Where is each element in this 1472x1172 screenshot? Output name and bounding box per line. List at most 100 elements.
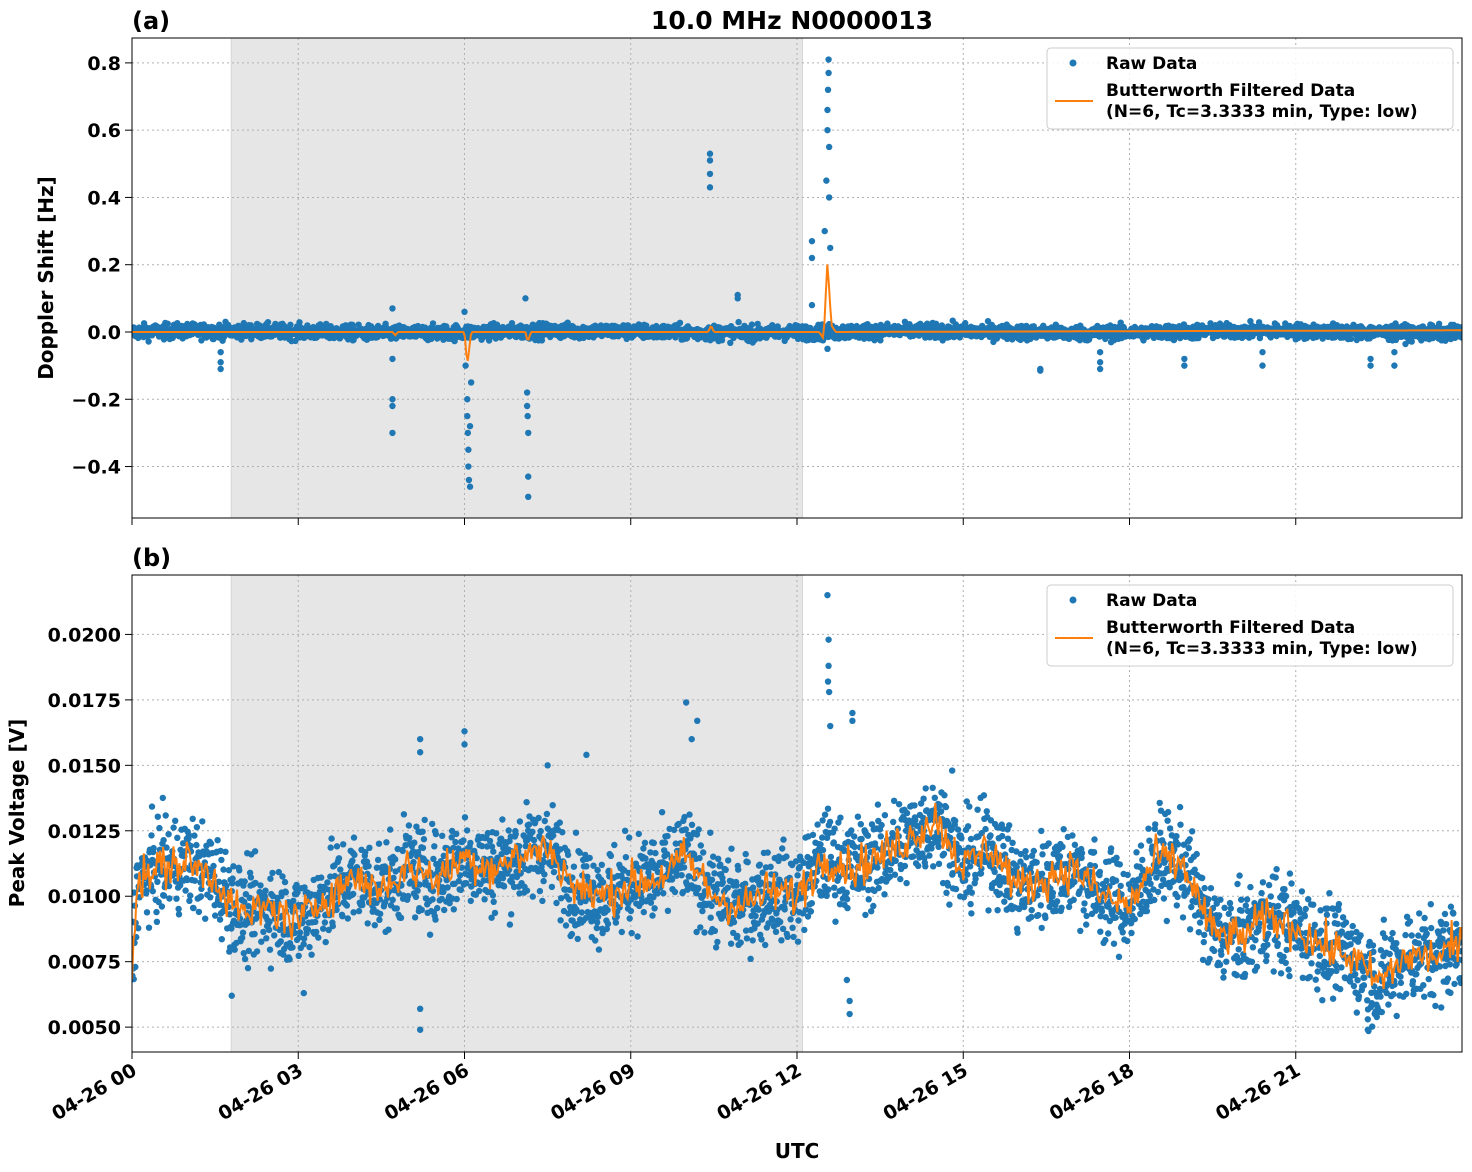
raw-data-point [557, 917, 564, 924]
raw-data-outlier [217, 365, 224, 373]
raw-data-outlier [808, 301, 816, 309]
raw-data-point [241, 878, 248, 885]
raw-data-point [329, 922, 336, 930]
raw-data-point [512, 830, 519, 838]
panel-b: (b) Peak Voltage [V] UTC 0.00500.00750.0… [5, 544, 1463, 1163]
raw-data-point [350, 909, 357, 916]
raw-data-point [350, 890, 357, 898]
raw-data-point [516, 818, 524, 825]
raw-data-outlier [1181, 355, 1188, 363]
raw-data-point [486, 837, 494, 845]
raw-data-point [707, 829, 714, 836]
raw-data-point [794, 938, 802, 945]
raw-data-point [160, 892, 168, 899]
raw-data-point [400, 811, 408, 818]
raw-data-point [651, 905, 658, 912]
legend-label-filtered-params: (N=6, Tc=3.3333 min, Type: low) [1106, 102, 1418, 122]
raw-data-point [767, 863, 774, 870]
raw-data-point [312, 918, 319, 926]
raw-data-point [699, 907, 706, 915]
raw-data-point [421, 816, 428, 824]
raw-data-point [174, 834, 181, 841]
raw-data-point [562, 922, 570, 929]
raw-data-point [404, 892, 412, 900]
raw-data-point [711, 927, 719, 935]
raw-data-point [676, 319, 684, 326]
raw-data-point [350, 834, 358, 841]
raw-data-point [779, 845, 786, 852]
raw-data-point [733, 882, 740, 889]
raw-data-point [452, 838, 459, 846]
raw-data-point [263, 935, 270, 942]
raw-data-point [734, 932, 741, 940]
raw-data-point [296, 319, 303, 326]
raw-data-point [621, 827, 629, 834]
raw-data-outlier [523, 389, 531, 396]
raw-data-point [682, 826, 689, 833]
raw-data-point [634, 933, 641, 940]
raw-data-point [500, 883, 508, 890]
raw-data-point [695, 884, 702, 892]
raw-data-outlier [1181, 362, 1188, 369]
raw-data-outlier [825, 143, 833, 151]
raw-data-point [457, 886, 465, 894]
raw-data-point [239, 929, 247, 936]
raw-data-outlier [706, 157, 714, 164]
raw-data-point [393, 905, 400, 912]
raw-data-outlier [389, 429, 396, 437]
raw-data-point [661, 839, 669, 846]
raw-data-point [308, 951, 315, 958]
raw-data-point [189, 815, 196, 822]
raw-data-outlier [706, 150, 714, 157]
y-tick-label: 0.4 [87, 187, 121, 209]
raw-data-outlier [825, 56, 832, 63]
y-tick-label: 0.0175 [48, 690, 121, 712]
legend-label-raw: Raw Data [1106, 54, 1197, 74]
raw-data-point [216, 916, 224, 923]
y-tick-label: 0.0075 [48, 952, 121, 974]
raw-data-point [755, 906, 762, 913]
raw-data-point [604, 906, 611, 914]
raw-data-point [708, 902, 715, 910]
raw-data-point [313, 928, 320, 936]
raw-data-point [290, 897, 297, 904]
raw-data-outlier [734, 295, 741, 302]
x-axis-label: UTC [775, 1139, 820, 1163]
raw-data-point [572, 829, 580, 836]
raw-data-outlier [389, 396, 396, 403]
raw-data-point [321, 919, 329, 926]
raw-data-point [365, 862, 372, 870]
raw-data-point [789, 924, 796, 931]
raw-data-point [182, 887, 189, 894]
raw-data-point [550, 832, 557, 839]
raw-data-point [737, 939, 744, 946]
raw-data-point [490, 898, 497, 905]
raw-data-point [266, 918, 273, 925]
raw-data-point [148, 803, 156, 810]
raw-data-outlier [217, 348, 224, 356]
raw-data-point [150, 844, 157, 852]
raw-data-outlier [1391, 348, 1398, 356]
raw-data-point [143, 909, 151, 916]
raw-data-point [429, 820, 436, 828]
raw-data-point [333, 843, 341, 850]
raw-data-point [523, 887, 531, 894]
raw-data-point [728, 845, 735, 852]
raw-data-point [714, 938, 721, 946]
raw-data-point [315, 934, 322, 941]
raw-data-point [230, 863, 237, 870]
raw-data-point [727, 339, 734, 346]
raw-data-point [199, 818, 206, 825]
raw-data-point [253, 948, 261, 955]
raw-data-point [744, 859, 751, 866]
raw-data-point [508, 911, 515, 918]
raw-data-point [564, 319, 571, 326]
raw-data-point [431, 843, 438, 850]
raw-data-point [296, 929, 304, 936]
raw-data-point [628, 929, 635, 937]
raw-data-point [405, 822, 413, 829]
raw-data-point [420, 836, 428, 843]
raw-data-point [266, 926, 273, 934]
